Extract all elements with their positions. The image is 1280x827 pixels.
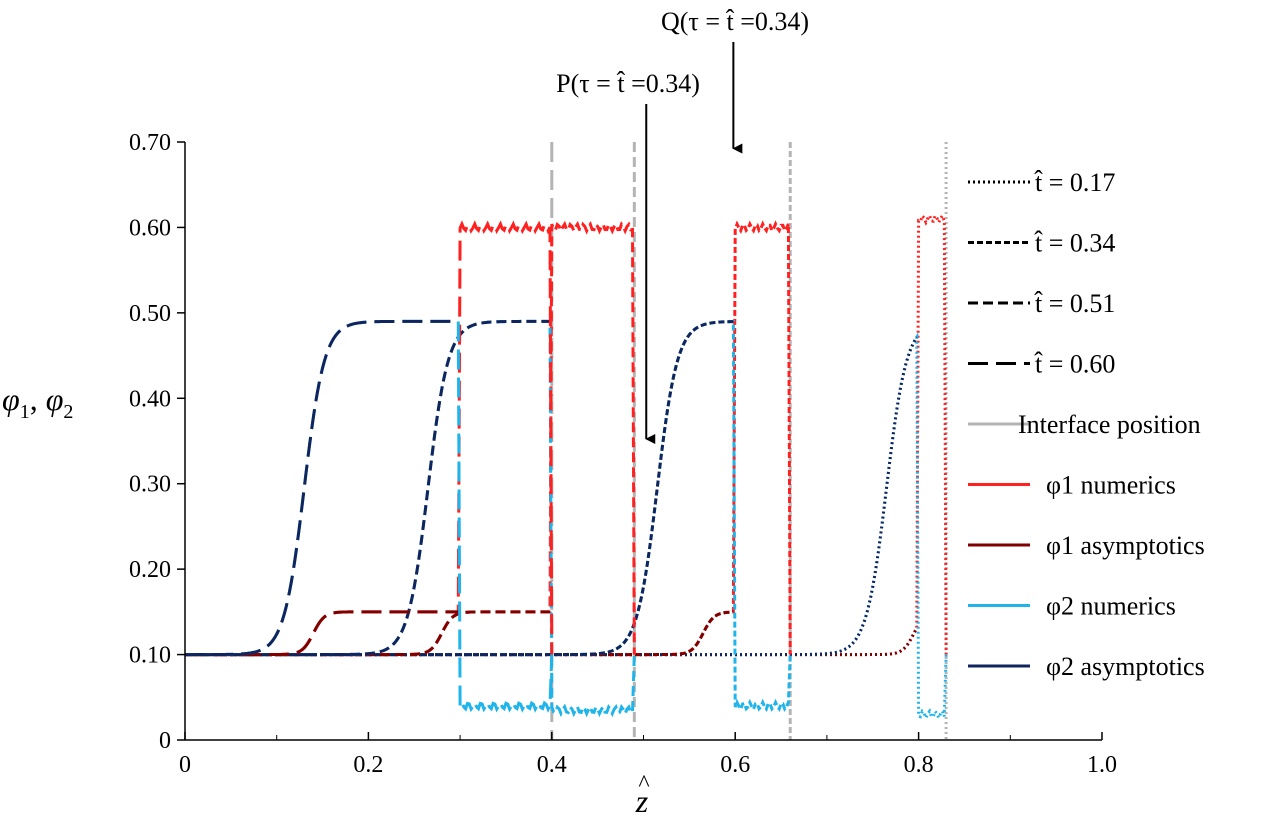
y-tick-label-4: 0.40: [129, 386, 171, 412]
y-tick-label-5: 0.50: [129, 301, 171, 327]
legend-phi2-asymptotics-label: φ2 asymptotics: [1046, 652, 1205, 681]
legend-t-0.60-label: t̂ = 0.60: [1034, 350, 1116, 379]
phi2-numerics-t-0.60: [185, 319, 554, 713]
y-tick-label-2: 0.20: [129, 557, 171, 583]
phi1-asymptotics-t-0.51: [185, 610, 550, 657]
x-axis-title: z: [635, 783, 649, 819]
x-tick-label-0: 0: [179, 752, 191, 778]
curves: [185, 212, 948, 722]
phi2-numerics-t-0.34: [185, 320, 792, 713]
x-tick-label-3: 0.6: [720, 752, 750, 778]
legend-phi2-numerics-label: φ2 numerics: [1046, 592, 1176, 621]
phi2-asymptotics-t-0.51: [185, 319, 550, 657]
phi1-numerics-t-0.34: [185, 220, 792, 657]
phi1-asymptotics-t-0.60: [185, 610, 459, 657]
phi2-numerics-t-0.51: [185, 319, 636, 718]
x-tick-label-4: 0.8: [904, 752, 934, 778]
legend: t̂ = 0.17 t̂ = 0.34 t̂ = 0.51 t̂ = 0.60 Inte…: [968, 168, 1205, 681]
y-tick-label-1: 0.10: [129, 643, 171, 669]
annotations: P(τ = t̂ =0.34) Q(τ = t̂ =0.34): [556, 7, 809, 444]
y-tick-label-7: 0.70: [129, 130, 171, 156]
legend-phi1-asymptotics-label: φ1 asymptotics: [1046, 531, 1205, 560]
phi2-asymptotics-t-0.60: [185, 319, 459, 657]
legend-phi1-numerics-label: φ1 numerics: [1046, 471, 1176, 500]
ticks: 0 0.2 0.4 0.6 0.8 1.0 0 0.10 0.20 0.30 0.40 0.50 0.6…: [129, 130, 1117, 778]
axes: [184, 142, 1102, 741]
y-axis-title: φ1, φ2: [2, 381, 73, 423]
phi1-numerics-t-0.51: [185, 220, 636, 657]
y-tick-label-3: 0.30: [129, 472, 171, 498]
phi1-numerics-t-0.17: [185, 212, 948, 657]
phi1-numerics-t-0.60: [185, 220, 554, 657]
legend-interface-label: Interface position: [1018, 410, 1201, 439]
annotation-label-1: Q(τ = t̂ =0.34): [661, 7, 809, 36]
legend-t-0.34-label: t̂ = 0.34: [1034, 229, 1116, 258]
x-axis-title-hat: ^: [638, 771, 649, 797]
legend-t-0.17-label: t̂ = 0.17: [1034, 168, 1116, 197]
y-tick-label-6: 0.60: [129, 215, 171, 241]
x-tick-label-1: 0.2: [353, 752, 383, 778]
y-tick-label-0: 0: [159, 728, 171, 754]
x-tick-label-2: 0.4: [537, 752, 567, 778]
legend-t-0.51-label: t̂ = 0.51: [1034, 289, 1116, 318]
annotation-label-0: P(τ = t̂ =0.34): [556, 69, 700, 98]
x-tick-label-5: 1.0: [1087, 752, 1117, 778]
